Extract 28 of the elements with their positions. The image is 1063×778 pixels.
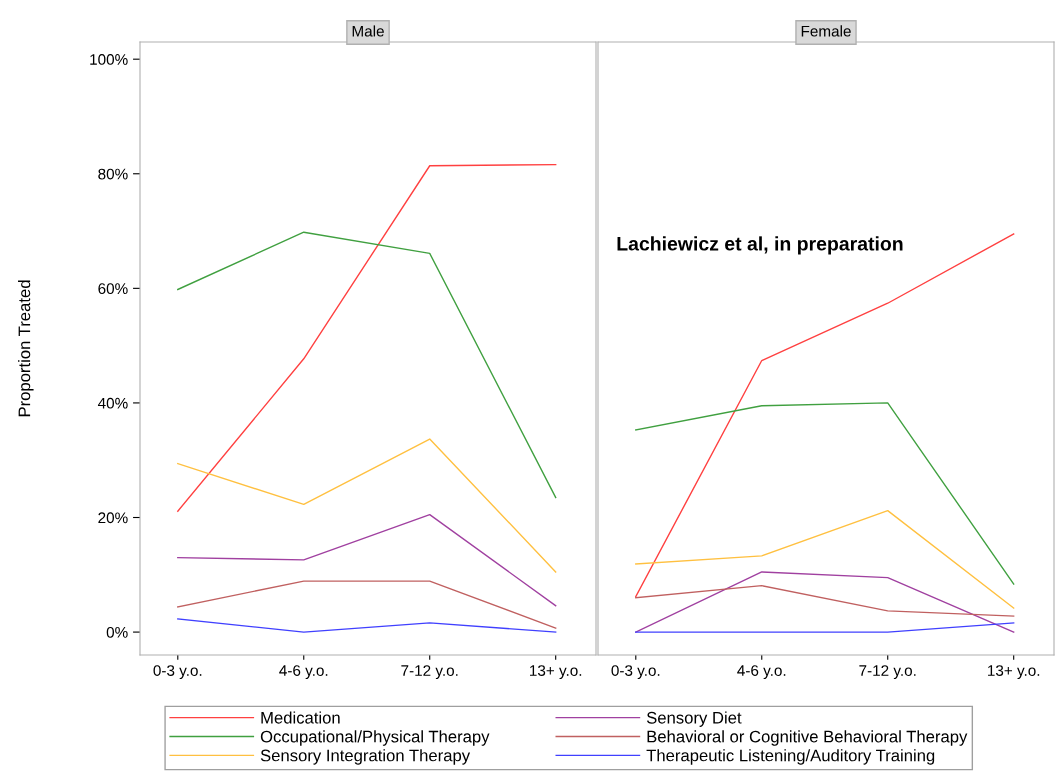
x-tick-label: 0-3 y.o.	[153, 665, 202, 679]
x-tick-label: 4-6 y.o.	[737, 665, 786, 679]
legend-label: Behavioral or Cognitive Behavioral Therapy	[647, 730, 968, 746]
line-series	[177, 438, 557, 573]
chart-title: Male	[352, 25, 384, 37]
y-tick-label: 20%	[98, 512, 128, 524]
x-tick-label: 13+ y.o.	[988, 665, 1040, 679]
x-tick-label: 7-12 y.o.	[401, 665, 458, 679]
line-series	[177, 231, 557, 499]
chart-title: Female	[801, 25, 851, 37]
y-tick-label: 0%	[106, 626, 128, 638]
y-tick-label: 40%	[97, 397, 128, 409]
x-tick-label: 7-12 y.o.	[859, 665, 916, 679]
y-axis-title: Proportion Treated	[18, 280, 34, 417]
legend-label: Therapeutic Listening/Auditory Training	[646, 749, 935, 765]
legend-label: Sensory Diet	[646, 711, 742, 727]
legend-label: Medication	[261, 711, 340, 724]
legend-label: Occupational/Physical Therapy	[260, 730, 490, 746]
x-tick-label: 0-3 y.o.	[611, 665, 660, 679]
x-tick-label: 13+ y.o.	[530, 665, 582, 679]
y-tick-label: 60%	[98, 283, 128, 295]
x-tick-label: 4-6 y.o.	[279, 665, 328, 679]
legend-label: Sensory Integration Therapy	[260, 749, 471, 765]
y-tick-label: 100%	[90, 54, 128, 65]
line-series	[177, 163, 557, 512]
annotation: Lachiewicz et al, in preparation	[617, 236, 903, 255]
line-series	[177, 513, 557, 607]
y-tick-label: 80%	[98, 168, 128, 180]
